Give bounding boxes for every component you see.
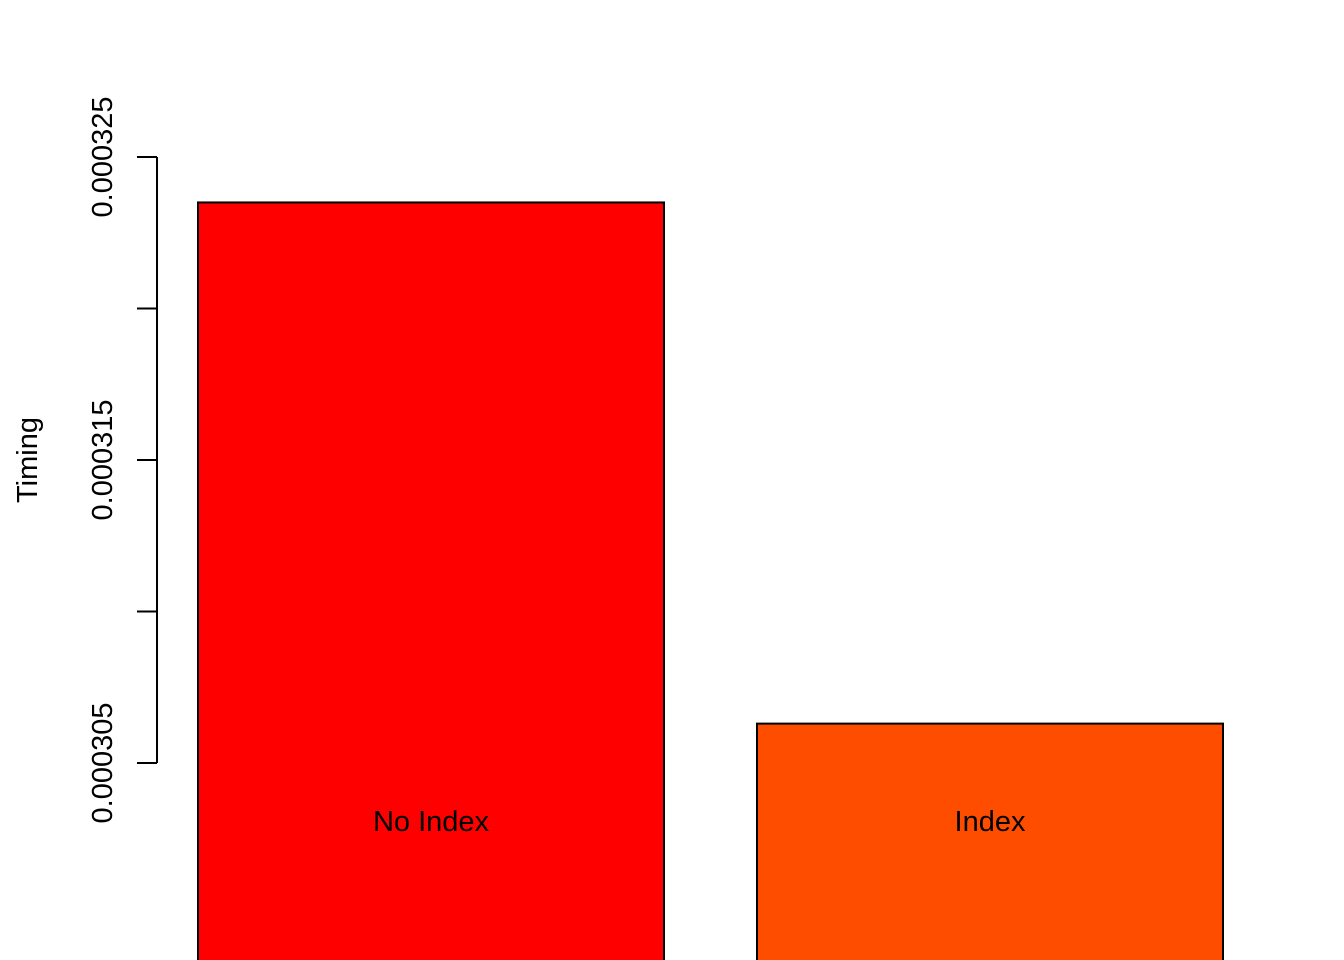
bar-no-index <box>197 201 665 960</box>
bar-index <box>756 722 1224 960</box>
bars-group: No Index Index <box>197 201 1224 960</box>
bar-label-no-index: No Index <box>373 806 490 838</box>
y-axis-label: Timing <box>12 417 44 503</box>
y-tick-label: 0.000325 <box>87 97 119 218</box>
y-axis: 0.000305 0.000315 0.000325 <box>87 97 158 824</box>
y-tick-label: 0.000305 <box>87 703 119 824</box>
y-tick-label: 0.000315 <box>87 400 119 521</box>
bar-label-index: Index <box>955 806 1026 838</box>
